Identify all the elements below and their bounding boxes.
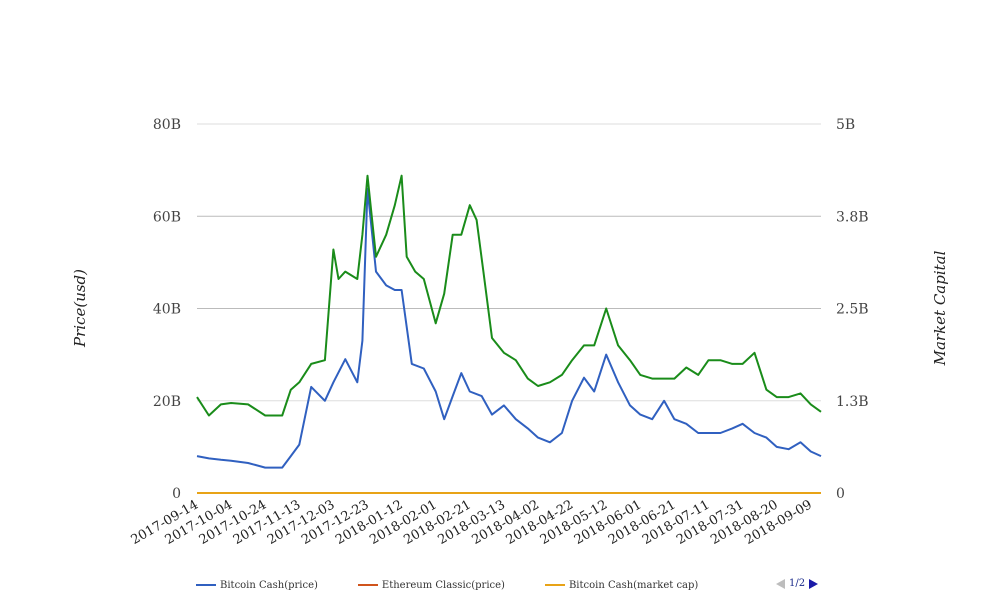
- grid-lines: [197, 123, 821, 494]
- y-tick-label: 20B: [153, 394, 181, 410]
- legend-swatch: [196, 584, 216, 586]
- y2-axis-ticks: 0 1.3B 2.5B 3.8B 5B: [836, 117, 869, 502]
- y-tick-label: 0: [172, 486, 181, 502]
- y2-tick-label: 2.5B: [836, 302, 869, 318]
- y2-tick-label: 0: [836, 486, 845, 502]
- legend-item[interactable]: Bitcoin Cash(market cap): [544, 579, 699, 591]
- series-line-0: [196, 187, 822, 469]
- legend-label: Bitcoin Cash(price): [220, 579, 318, 591]
- legend: Bitcoin Cash(price) Ethereum Classic(pric…: [196, 578, 738, 592]
- y-axis-title: Price(usd): [71, 269, 89, 348]
- y2-tick-label: 1.3B: [836, 394, 869, 410]
- y-tick-label: 80B: [153, 117, 181, 133]
- series-lines: [196, 174, 822, 494]
- legend-item[interactable]: Bitcoin Cash(price): [196, 580, 318, 591]
- y2-tick-label: 5B: [836, 117, 855, 133]
- pager-prev-icon[interactable]: [776, 578, 785, 589]
- y2-axis-title: Market Capital: [931, 250, 949, 366]
- y-axis-ticks: 0 20B 40B 60B 80B: [153, 117, 181, 502]
- y-tick-label: 60B: [153, 209, 181, 225]
- y-tick-label: 40B: [153, 302, 181, 318]
- legend-label: Bitcoin Cash(market cap): [568, 579, 699, 591]
- legend-item[interactable]: Ethereum Classic(price): [357, 579, 505, 591]
- pager-next-icon[interactable]: [809, 578, 819, 589]
- legend-label: Ethereum Classic(price): [381, 579, 505, 591]
- legend-swatch: [544, 584, 565, 586]
- legend-pager: 1/2: [776, 578, 819, 589]
- legend-swatch: [357, 584, 378, 586]
- y2-tick-label: 3.8B: [836, 209, 869, 225]
- series-line-3: [196, 174, 822, 417]
- pager-text: 1/2: [789, 578, 806, 589]
- x-axis-ticks: 2017-09-142017-10-042017-10-242017-11-13…: [129, 497, 815, 547]
